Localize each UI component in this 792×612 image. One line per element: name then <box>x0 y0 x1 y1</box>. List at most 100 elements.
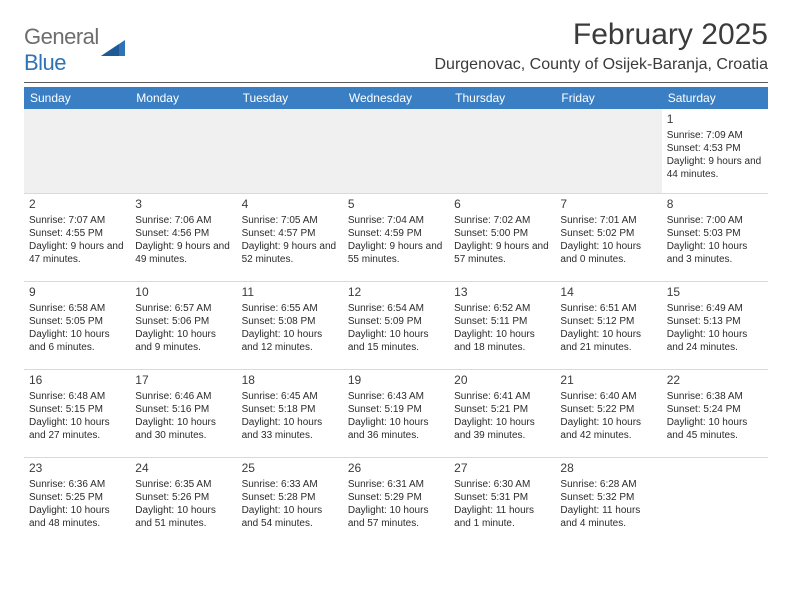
sunset-text: Sunset: 5:11 PM <box>454 315 550 328</box>
daylight-text: Daylight: 9 hours and 57 minutes. <box>454 240 550 266</box>
calendar-cell: 13Sunrise: 6:52 AMSunset: 5:11 PMDayligh… <box>449 281 555 369</box>
sunrise-text: Sunrise: 7:09 AM <box>667 129 763 142</box>
day-number: 15 <box>667 285 763 301</box>
sunrise-text: Sunrise: 7:01 AM <box>560 214 656 227</box>
calendar-cell <box>343 109 449 193</box>
sunrise-text: Sunrise: 6:33 AM <box>242 478 338 491</box>
weekday-sunday: Sunday <box>24 87 130 109</box>
sunset-text: Sunset: 5:05 PM <box>29 315 125 328</box>
daylight-text: Daylight: 10 hours and 30 minutes. <box>135 416 231 442</box>
sunrise-text: Sunrise: 6:28 AM <box>560 478 656 491</box>
calendar-cell: 8Sunrise: 7:00 AMSunset: 5:03 PMDaylight… <box>662 193 768 281</box>
sunset-text: Sunset: 5:25 PM <box>29 491 125 504</box>
weekday-friday: Friday <box>555 87 661 109</box>
calendar-cell: 19Sunrise: 6:43 AMSunset: 5:19 PMDayligh… <box>343 369 449 457</box>
sunset-text: Sunset: 4:57 PM <box>242 227 338 240</box>
calendar-cell: 9Sunrise: 6:58 AMSunset: 5:05 PMDaylight… <box>24 281 130 369</box>
day-number: 28 <box>560 461 656 477</box>
sunset-text: Sunset: 4:55 PM <box>29 227 125 240</box>
sunrise-text: Sunrise: 6:40 AM <box>560 390 656 403</box>
calendar-cell: 14Sunrise: 6:51 AMSunset: 5:12 PMDayligh… <box>555 281 661 369</box>
month-title: February 2025 <box>435 18 769 52</box>
sunset-text: Sunset: 5:06 PM <box>135 315 231 328</box>
calendar-cell: 11Sunrise: 6:55 AMSunset: 5:08 PMDayligh… <box>237 281 343 369</box>
sunset-text: Sunset: 5:29 PM <box>348 491 444 504</box>
sunrise-text: Sunrise: 7:05 AM <box>242 214 338 227</box>
day-number: 19 <box>348 373 444 389</box>
calendar-cell: 6Sunrise: 7:02 AMSunset: 5:00 PMDaylight… <box>449 193 555 281</box>
day-number: 20 <box>454 373 550 389</box>
daylight-text: Daylight: 10 hours and 54 minutes. <box>242 504 338 530</box>
sunrise-text: Sunrise: 6:52 AM <box>454 302 550 315</box>
daylight-text: Daylight: 10 hours and 24 minutes. <box>667 328 763 354</box>
sunrise-text: Sunrise: 6:36 AM <box>29 478 125 491</box>
daylight-text: Daylight: 10 hours and 45 minutes. <box>667 416 763 442</box>
daylight-text: Daylight: 10 hours and 3 minutes. <box>667 240 763 266</box>
day-number: 27 <box>454 461 550 477</box>
day-number: 3 <box>135 197 231 213</box>
sunrise-text: Sunrise: 6:38 AM <box>667 390 763 403</box>
calendar-cell: 7Sunrise: 7:01 AMSunset: 5:02 PMDaylight… <box>555 193 661 281</box>
sunrise-text: Sunrise: 6:51 AM <box>560 302 656 315</box>
calendar-cell: 16Sunrise: 6:48 AMSunset: 5:15 PMDayligh… <box>24 369 130 457</box>
sunset-text: Sunset: 5:28 PM <box>242 491 338 504</box>
sunrise-text: Sunrise: 7:04 AM <box>348 214 444 227</box>
day-number: 6 <box>454 197 550 213</box>
sunset-text: Sunset: 5:12 PM <box>560 315 656 328</box>
sunrise-text: Sunrise: 6:31 AM <box>348 478 444 491</box>
daylight-text: Daylight: 10 hours and 0 minutes. <box>560 240 656 266</box>
sunrise-text: Sunrise: 7:06 AM <box>135 214 231 227</box>
daylight-text: Daylight: 11 hours and 1 minute. <box>454 504 550 530</box>
calendar-cell <box>662 457 768 545</box>
daylight-text: Daylight: 9 hours and 44 minutes. <box>667 155 763 181</box>
title-block: February 2025 Durgenovac, County of Osij… <box>435 18 769 74</box>
calendar-cell: 22Sunrise: 6:38 AMSunset: 5:24 PMDayligh… <box>662 369 768 457</box>
day-number: 9 <box>29 285 125 301</box>
calendar-cell: 18Sunrise: 6:45 AMSunset: 5:18 PMDayligh… <box>237 369 343 457</box>
logo-text: General Blue <box>24 24 99 76</box>
sunrise-text: Sunrise: 7:02 AM <box>454 214 550 227</box>
logo: General Blue <box>24 24 129 76</box>
logo-text-blue: Blue <box>24 50 66 75</box>
day-number: 22 <box>667 373 763 389</box>
sunset-text: Sunset: 5:26 PM <box>135 491 231 504</box>
header: General Blue February 2025 Durgenovac, C… <box>24 18 768 76</box>
day-number: 23 <box>29 461 125 477</box>
triangle-icon <box>101 38 129 63</box>
day-number: 5 <box>348 197 444 213</box>
daylight-text: Daylight: 10 hours and 48 minutes. <box>29 504 125 530</box>
sunrise-text: Sunrise: 6:58 AM <box>29 302 125 315</box>
day-number: 16 <box>29 373 125 389</box>
day-number: 25 <box>242 461 338 477</box>
daylight-text: Daylight: 10 hours and 33 minutes. <box>242 416 338 442</box>
daylight-text: Daylight: 10 hours and 42 minutes. <box>560 416 656 442</box>
calendar-cell <box>555 109 661 193</box>
calendar-cell: 23Sunrise: 6:36 AMSunset: 5:25 PMDayligh… <box>24 457 130 545</box>
sunset-text: Sunset: 5:32 PM <box>560 491 656 504</box>
calendar-cell: 20Sunrise: 6:41 AMSunset: 5:21 PMDayligh… <box>449 369 555 457</box>
day-number: 18 <box>242 373 338 389</box>
weekday-tuesday: Tuesday <box>237 87 343 109</box>
sunrise-text: Sunrise: 7:07 AM <box>29 214 125 227</box>
logo-text-general: General <box>24 24 99 49</box>
weekday-wednesday: Wednesday <box>343 87 449 109</box>
sunset-text: Sunset: 5:16 PM <box>135 403 231 416</box>
daylight-text: Daylight: 10 hours and 6 minutes. <box>29 328 125 354</box>
sunrise-text: Sunrise: 6:30 AM <box>454 478 550 491</box>
sunset-text: Sunset: 5:21 PM <box>454 403 550 416</box>
day-number: 10 <box>135 285 231 301</box>
daylight-text: Daylight: 10 hours and 12 minutes. <box>242 328 338 354</box>
daylight-text: Daylight: 10 hours and 51 minutes. <box>135 504 231 530</box>
sunrise-text: Sunrise: 6:43 AM <box>348 390 444 403</box>
daylight-text: Daylight: 10 hours and 27 minutes. <box>29 416 125 442</box>
calendar-cell <box>237 109 343 193</box>
daylight-text: Daylight: 9 hours and 49 minutes. <box>135 240 231 266</box>
sunset-text: Sunset: 4:53 PM <box>667 142 763 155</box>
calendar-cell: 26Sunrise: 6:31 AMSunset: 5:29 PMDayligh… <box>343 457 449 545</box>
sunrise-text: Sunrise: 6:35 AM <box>135 478 231 491</box>
sunset-text: Sunset: 5:15 PM <box>29 403 125 416</box>
calendar-cell: 2Sunrise: 7:07 AMSunset: 4:55 PMDaylight… <box>24 193 130 281</box>
sunset-text: Sunset: 5:22 PM <box>560 403 656 416</box>
weekday-monday: Monday <box>130 87 236 109</box>
sunrise-text: Sunrise: 7:00 AM <box>667 214 763 227</box>
